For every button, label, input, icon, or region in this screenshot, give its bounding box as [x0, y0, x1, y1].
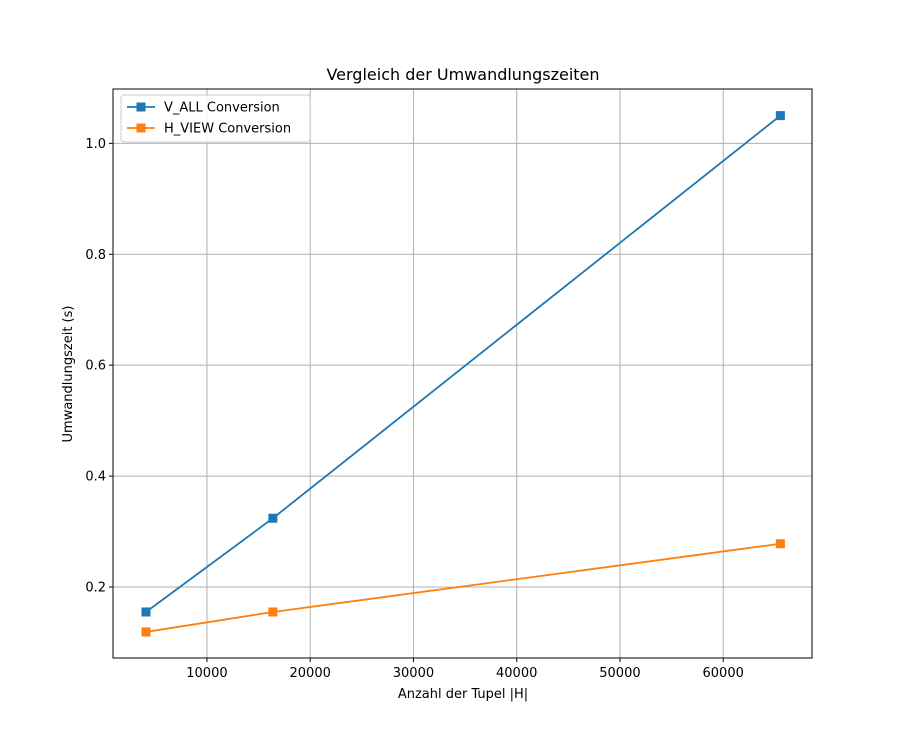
plot-area — [112, 88, 813, 659]
data-point-marker — [141, 627, 151, 637]
series-1 — [141, 111, 785, 617]
data-point-marker — [775, 539, 785, 549]
y-tick-label: 0.8 — [85, 248, 106, 263]
axes-frame — [112, 88, 813, 659]
x-tick-label: 30000 — [393, 666, 434, 681]
y-tick-label: 0.4 — [85, 470, 106, 485]
x-axis-ticks: 10000 20000 30000 40000 50000 60000 — [186, 658, 744, 681]
y-axis-label: Umwandlungszeit (s) — [61, 306, 76, 443]
x-tick-label: 60000 — [703, 666, 744, 681]
legend-label: V_ALL Conversion — [164, 101, 280, 116]
y-tick-label: 0.2 — [85, 581, 106, 596]
y-tick-label: 1.0 — [85, 137, 106, 152]
legend: V_ALL Conversion H_VIEW Conversion — [120, 94, 311, 143]
data-point-marker — [775, 111, 785, 121]
legend-marker — [136, 102, 146, 112]
x-tick-label: 40000 — [496, 666, 537, 681]
data-point-marker — [141, 607, 151, 617]
x-tick-label: 20000 — [290, 666, 331, 681]
series-2 — [141, 539, 785, 637]
x-tick-label: 10000 — [186, 666, 227, 681]
chart-title: Vergleich der Umwandlungszeiten — [326, 65, 599, 84]
y-axis-ticks: 0.2 0.4 0.6 0.8 1.0 — [85, 137, 113, 596]
x-axis-label: Anzahl der Tupel |H| — [398, 687, 528, 702]
legend-box — [120, 94, 311, 143]
data-point-marker — [268, 513, 278, 523]
data-point-marker — [268, 607, 278, 617]
legend-item: H_VIEW Conversion — [127, 122, 291, 137]
legend-label: H_VIEW Conversion — [164, 122, 291, 137]
y-tick-label: 0.6 — [85, 359, 106, 374]
legend-item: V_ALL Conversion — [127, 101, 280, 116]
legend-marker — [136, 123, 146, 133]
x-tick-label: 50000 — [599, 666, 640, 681]
series-layer — [141, 111, 785, 637]
